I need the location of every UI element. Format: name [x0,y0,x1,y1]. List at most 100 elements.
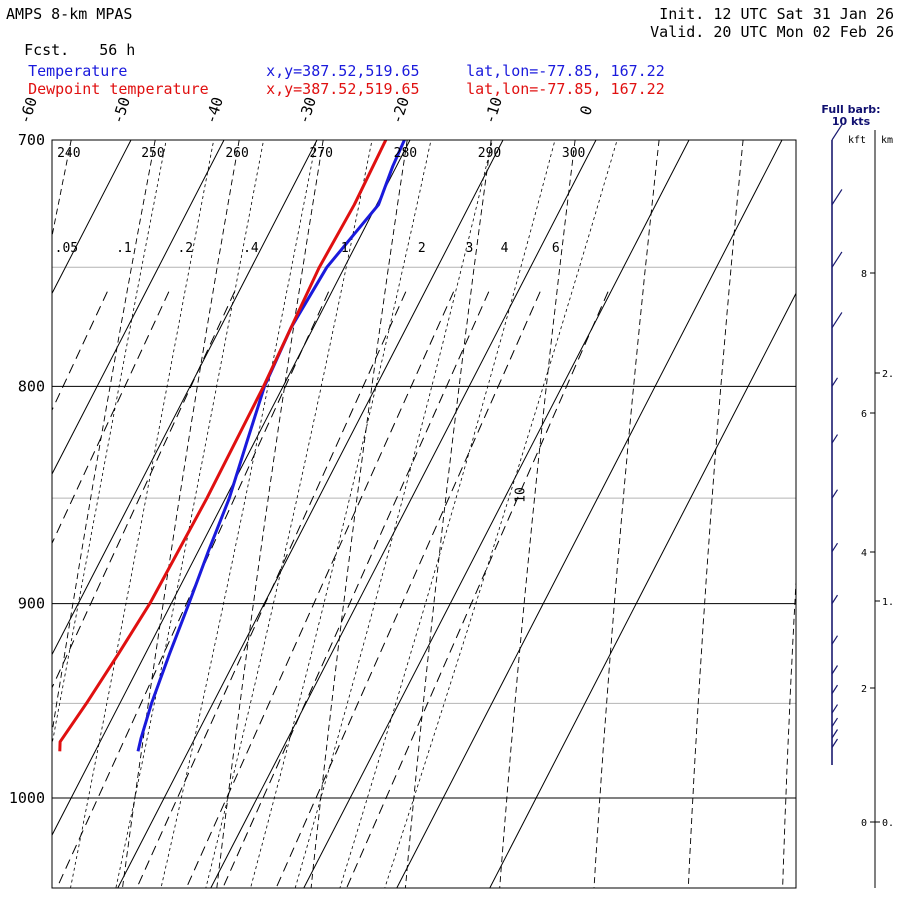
km-axis-title: km [881,135,893,146]
theta-label: 270 [309,146,332,161]
isotherm-line [0,140,38,888]
wind-barb [831,684,839,694]
kft-tick-label: 8 [861,269,867,280]
theta-label: 250 [141,146,164,161]
isotherm-line [396,140,783,888]
legend-dewpoint-latlon: lat,lon=-77.85, 167.22 [466,80,665,98]
plot-frame [51,139,797,889]
wind-barb [831,312,843,329]
wind-barb [831,489,839,499]
mixing-ratio-line [346,291,609,888]
isobar-label: 900 [18,595,45,613]
dry-adiabat-line [310,140,408,888]
fcst-value: 56 h [99,41,136,59]
mixing-ratio-label: .4 [243,241,259,256]
legend-temperature: Temperature x,y=387.52,519.65 lat,lon=-77.… [10,44,665,80]
theta-label: 240 [57,146,80,161]
legend-temperature-name: Temperature [28,62,128,80]
km-tick-label: 1. [882,597,894,608]
moist-adiabat-line [339,140,556,888]
isotherm-label: -60 [15,95,40,126]
legend-temperature-latlon: lat,lon=-77.85, 167.22 [466,62,665,80]
isotherm-line [303,140,690,888]
barb-legend-line1: Full barb: [821,103,881,116]
mixing-ratio-label: .05 [55,241,78,256]
valid-time: Valid. 20 UTC Mon 02 Feb 26 [650,23,894,41]
mixing-ratio-label: 2 [418,241,426,256]
legend-dewpoint-name: Dewpoint temperature [28,80,209,98]
mixing-ratio-line [52,291,236,689]
theta-label: 300 [562,146,585,161]
theta-label: 280 [394,146,417,161]
wind-barb [831,729,839,739]
km-tick-label: 0. [882,818,894,829]
dry-adiabat-line [52,140,156,736]
kft-tick-label: 6 [861,409,867,420]
kft-tick-label: 4 [861,548,867,559]
isotherm-label: -50 [108,95,133,126]
mixing-ratio-line [222,291,490,888]
wind-barb [831,434,839,444]
isotherm-label: -40 [201,95,226,126]
fcst-label: Fcst. [24,41,70,59]
isobar-label: 700 [18,131,45,149]
mixing-ratio-label: 4 [501,241,509,256]
isotherm-label: -10 [480,95,505,126]
isotherm-line [52,140,225,476]
barb-legend: Full barb: 10 kts [812,104,890,128]
wind-barb [831,635,839,645]
barb-legend-line2: 10 kts [831,115,871,128]
moist-adiabat-line [250,140,432,888]
dry-adiabat-line [404,140,492,888]
kft-tick-label: 2 [861,684,867,695]
isotherm-line [52,140,132,295]
moist-adiabat-line [294,140,493,888]
wind-barb [831,542,839,552]
temperature-profile-line [136,140,406,752]
theta-label: 260 [225,146,248,161]
legend-dewpoint: Dewpoint temperature x,y=387.52,519.65 lat… [10,62,665,98]
wind-barb [831,189,843,206]
isotherm-line [210,140,597,888]
isotherm-line [117,140,504,888]
kft-axis-title: kft [848,135,866,146]
moist-adiabat-line [115,140,265,888]
wind-barb [831,738,839,748]
wind-barb [831,717,839,727]
dry-adiabat-line [122,140,240,888]
moist-adiabat-line [205,140,373,888]
mixing-ratio-label: .2 [177,241,193,256]
plot-area [0,140,796,888]
isotherm-line [52,140,318,656]
moist-adiabat-line [160,140,317,888]
mixing-ratio-label: 1 [341,241,349,256]
kft-tick-label: 0 [861,818,867,829]
moist-adiabat-line [52,140,167,747]
dewpoint-profile-line [58,140,388,752]
forecast-hour: Fcst. 56 h [6,23,135,59]
wind-barb [831,594,839,604]
isotherm-label: -20 [387,95,412,126]
isotherm-line [489,292,796,888]
mixing-ratio-line [136,291,407,888]
isobar-label: 1000 [9,789,45,807]
wind-barb [831,124,843,141]
wind-barb [831,377,839,387]
legend-dewpoint-xy: x,y=387.52,519.65 [266,80,420,98]
theta-label: 290 [478,146,501,161]
legend-temperature-xy: x,y=387.52,519.65 [266,62,420,80]
isotherm-label: 0 [576,103,596,117]
wind-barb [831,251,843,268]
wind-barb [831,704,839,714]
mixing-ratio-label: 10 [514,487,529,503]
mixing-ratio-label: 3 [466,241,474,256]
dry-adiabat-line [216,140,324,888]
mixing-ratio-label: .1 [116,241,132,256]
isotherm-line [52,140,411,837]
dry-adiabat-line [593,140,660,888]
moist-adiabat-line [70,140,215,888]
mixing-ratio-line [185,291,455,888]
wind-barb [831,665,839,675]
mixing-ratio-line [275,291,541,888]
